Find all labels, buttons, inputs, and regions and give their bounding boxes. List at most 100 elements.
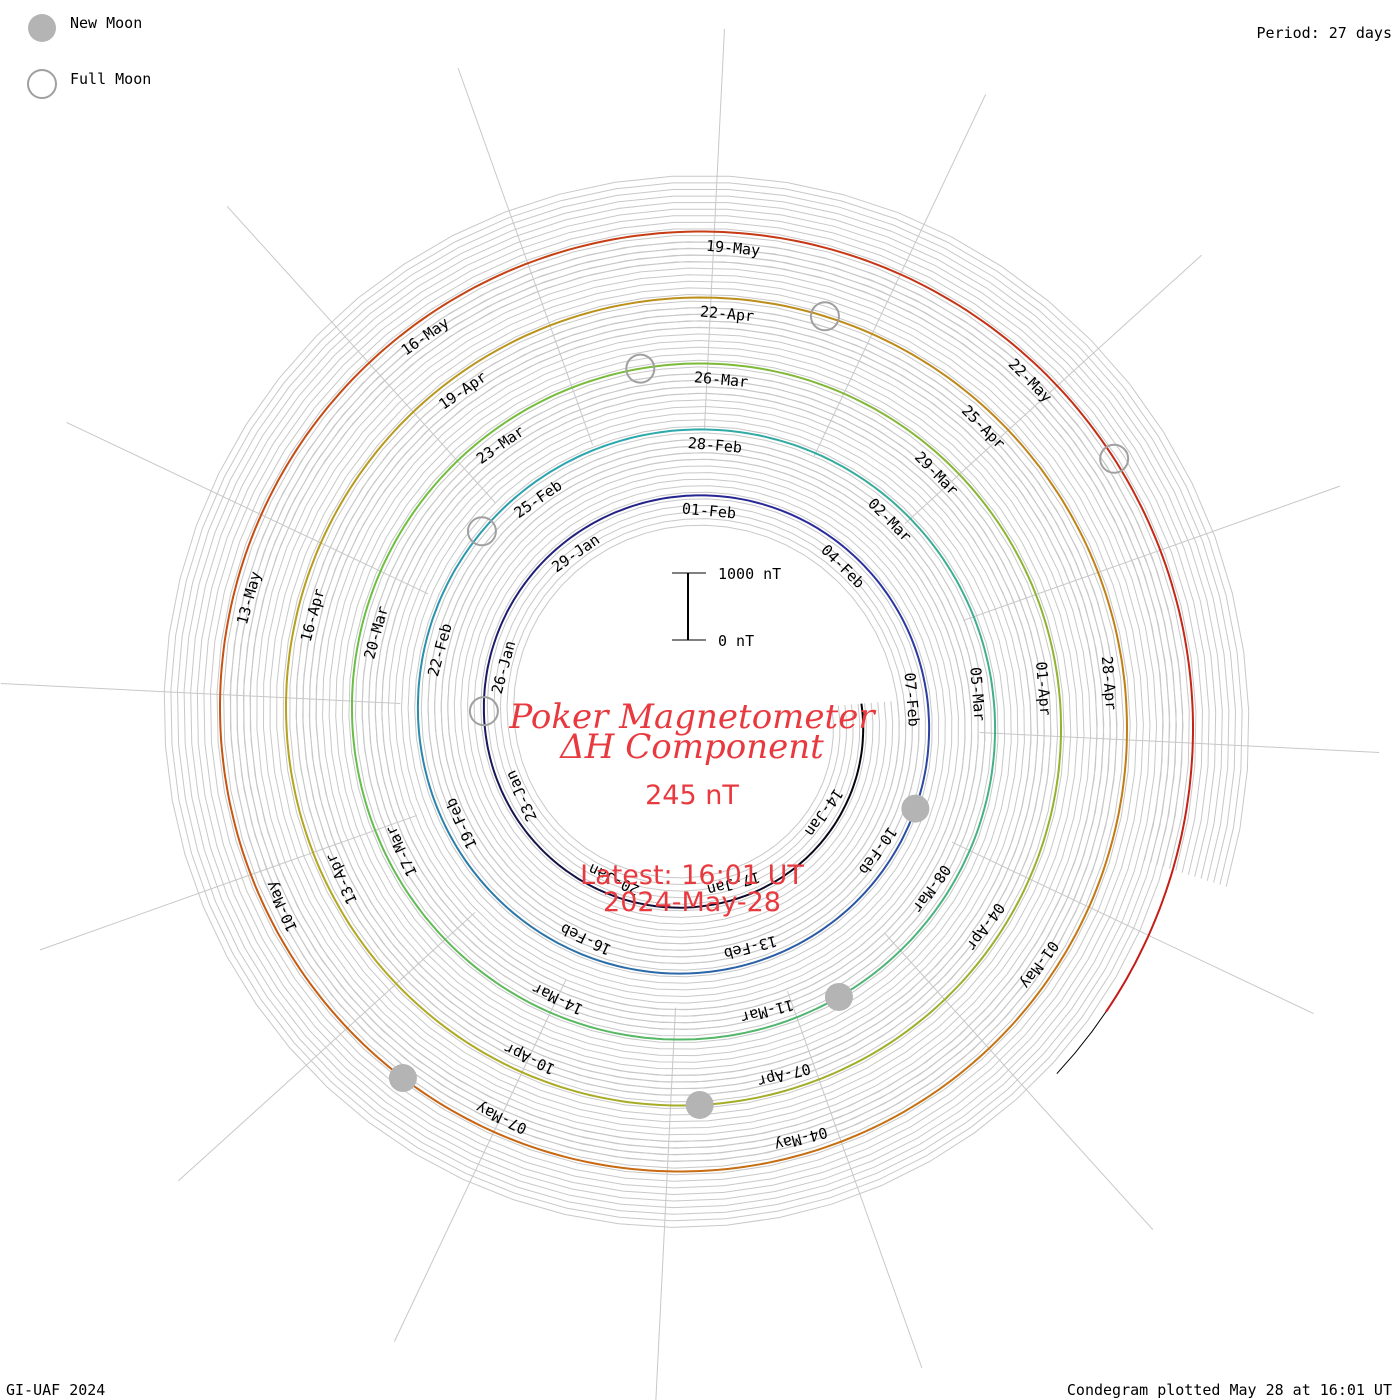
data-curve-series-4	[1143, 873, 1173, 946]
data-curve-series-4	[1105, 944, 1145, 1013]
new-moon-legend-label: New Moon	[70, 14, 142, 32]
data-curve-series-3	[1117, 745, 1128, 814]
data-curve-series-1	[427, 783, 446, 825]
full-moon-legend-label: Full Moon	[70, 70, 151, 88]
data-curve-series-4	[1185, 647, 1194, 724]
data-curve-series-0	[506, 801, 527, 833]
data-curve-series-2	[1053, 741, 1062, 800]
date-label: 25-Apr	[958, 401, 1009, 452]
grid-spoke	[393, 979, 567, 1342]
data-curve-series-2	[480, 970, 525, 1001]
data-curve-series-2	[383, 850, 411, 897]
data-curve-series-3	[336, 455, 374, 511]
full-moon-marker	[1099, 443, 1130, 474]
data-curve-series-4	[276, 931, 317, 992]
data-curve-series-3	[372, 407, 418, 457]
date-label: 07-Apr	[756, 1059, 813, 1090]
data-curve-series-4	[1052, 381, 1103, 441]
data-curve-series-1	[443, 823, 468, 863]
data-curve-series-2	[570, 1019, 620, 1035]
data-curve-series-1	[525, 922, 564, 947]
data-curve-series-2	[502, 395, 552, 425]
data-curve-series-1	[550, 449, 593, 473]
new-moon-marker	[901, 794, 930, 823]
data-curve-series-2	[872, 407, 922, 440]
data-curve-series-0	[860, 703, 865, 734]
data-curve-series-0	[917, 657, 929, 699]
data-curve-series-2	[371, 542, 396, 593]
date-label: 04-Apr	[963, 899, 1009, 954]
data-curve-series-1	[417, 651, 425, 697]
data-curve-series-3	[285, 629, 295, 693]
date-label: 05-Mar	[966, 666, 988, 722]
data-curve-series-0	[606, 892, 640, 905]
data-curve-series-0	[766, 867, 796, 887]
data-curve-series-0	[525, 831, 551, 858]
data-curve-series-4	[219, 658, 224, 730]
data-curve-series-3	[1070, 879, 1101, 944]
data-curve-series-4	[796, 240, 868, 262]
data-curve-series-3	[545, 1080, 606, 1100]
data-curve-series-3	[716, 296, 783, 307]
data-curve-series-4	[1139, 503, 1170, 575]
data-curve-series-3	[292, 567, 312, 630]
data-curve-series-4	[872, 1093, 933, 1129]
data-curve-series-4	[234, 520, 260, 589]
data-curve-series-4	[508, 246, 578, 273]
data-curve-series-4	[1167, 573, 1188, 648]
data-curve-series-1	[958, 585, 980, 632]
footer-credit: GI-UAF 2024	[6, 1381, 106, 1399]
data-curve-series-3	[285, 692, 290, 757]
data-curve-series-1	[990, 678, 997, 729]
data-curve-series-4	[385, 304, 445, 349]
data-curve-series-0	[922, 739, 930, 782]
data-curve-series-3	[984, 1000, 1034, 1053]
data-curve-series-0	[483, 662, 490, 700]
data-curve-series-2	[961, 476, 999, 523]
grid-spoke	[66, 421, 429, 595]
data-curve-series-0	[816, 820, 838, 848]
data-curve-series-4	[931, 1051, 986, 1096]
data-curve-series-0	[549, 856, 578, 879]
data-curve-series-2	[423, 457, 462, 499]
data-curve-series-3	[309, 509, 339, 569]
data-curve-series-1	[435, 567, 457, 610]
grid-spiral	[209, 221, 1204, 1182]
data-curve-series-2	[351, 643, 359, 697]
full-moon-marker	[625, 353, 656, 384]
grid-spiral	[223, 235, 1190, 1169]
grid-spiral	[190, 202, 1223, 1202]
data-curve-series-0	[639, 902, 673, 909]
data-curve-series-4	[415, 1086, 476, 1125]
full-moon-marker	[809, 301, 840, 332]
data-curve-series-1	[802, 918, 838, 943]
data-curve-series-1	[513, 470, 552, 500]
date-label: 07-Feb	[900, 672, 922, 728]
data-curve-series-1	[978, 777, 993, 827]
data-curve-series-1	[642, 969, 685, 975]
data-curve-series-1	[930, 872, 960, 916]
data-curve-series-2	[364, 801, 385, 852]
data-curve-series-2	[767, 368, 823, 386]
data-curve-series-0	[786, 511, 823, 532]
data-curve-series-4	[649, 230, 724, 236]
date-label: 22-Apr	[699, 302, 755, 325]
data-curve-series-1	[978, 630, 992, 679]
data-curve-series-4	[539, 1148, 607, 1167]
data-curve-series-1	[418, 740, 430, 784]
date-label: 14-Mar	[529, 979, 586, 1018]
scale-bottom-label: 0 nT	[718, 632, 754, 650]
date-label: 01-May	[1016, 937, 1062, 992]
data-curve-series-4	[577, 233, 650, 249]
data-curve-series-2	[656, 362, 713, 368]
data-curve-series-4	[219, 729, 231, 801]
data-curve-series-4	[291, 398, 336, 458]
data-curve-series-3	[437, 1021, 491, 1058]
new-moon-marker	[685, 1090, 714, 1119]
data-curve-series-1	[601, 960, 643, 972]
data-curve-series-4	[333, 347, 387, 400]
date-label: 11-Mar	[739, 996, 796, 1027]
data-curve-series-0	[821, 530, 855, 557]
data-curve-series-0	[672, 904, 706, 909]
grid-spiral	[163, 175, 1250, 1228]
